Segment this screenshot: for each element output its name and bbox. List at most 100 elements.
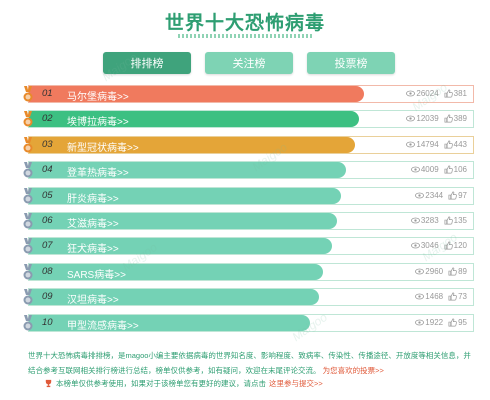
tab-vote[interactable]: 投票榜	[307, 52, 395, 74]
thumbs-up-icon	[444, 241, 453, 250]
item-stats: 3283 135	[410, 215, 467, 225]
virus-name-link[interactable]: 登革热病毒>>	[67, 168, 129, 180]
list-item[interactable]: 04 登革热病毒>> 4009 106	[23, 161, 474, 180]
thumbs-up-icon	[444, 114, 453, 123]
eye-icon	[415, 293, 425, 300]
submit-link[interactable]: 这里参与提交>>	[269, 379, 323, 388]
views-count: 2344	[425, 190, 444, 200]
feedback-text: 本榜单仅供参考使用，如果对于该榜单您有更好的建议，请点击	[56, 379, 266, 388]
medal-icon	[23, 111, 33, 127]
likes-count: 120	[453, 241, 467, 251]
likes-stat[interactable]: 120	[444, 241, 467, 250]
virus-name-link[interactable]: 肝炎病毒>>	[67, 193, 119, 205]
medal-icon	[23, 187, 33, 204]
virus-name-link[interactable]: 甲型流感病毒>>	[67, 320, 139, 332]
likes-stat[interactable]: 95	[448, 318, 467, 327]
likes-count: 106	[453, 165, 467, 175]
virus-name-link[interactable]: 汉坦病毒>>	[67, 295, 119, 307]
likes-count: 95	[458, 317, 467, 327]
rank-number: 07	[42, 240, 53, 252]
ranking-bar	[29, 111, 360, 128]
list-item[interactable]: 09 汉坦病毒>> 1468 73	[23, 288, 474, 307]
medal-icon	[23, 86, 33, 102]
tab-bar: 排排榜 关注榜 投票榜	[103, 52, 395, 74]
rank-number: 02	[42, 113, 53, 125]
eye-icon	[410, 166, 420, 173]
list-item[interactable]: 05 肝炎病毒>> 2344 97	[23, 186, 474, 205]
ranking-bar	[29, 212, 337, 229]
ranking-bar	[29, 162, 346, 179]
ranking-bar	[29, 238, 333, 255]
views-stat: 1468	[415, 292, 443, 301]
likes-count: 73	[458, 292, 467, 302]
ranking-bar	[29, 187, 342, 204]
thumbs-up-icon	[444, 216, 453, 225]
virus-name-link[interactable]: 新型冠状病毒>>	[67, 142, 139, 154]
thumbs-up-icon	[448, 191, 457, 200]
likes-stat[interactable]: 135	[444, 216, 467, 225]
list-item[interactable]: 10 甲型流感病毒>> 1922 95	[23, 313, 474, 332]
views-stat: 2344	[415, 191, 443, 200]
likes-stat[interactable]: 389	[444, 114, 467, 123]
list-item[interactable]: 07 狂犬病毒>> 3046 120	[23, 237, 474, 256]
thumbs-up-icon	[448, 292, 457, 301]
ranking-list: 01 马尔堡病毒>> 26024 381 02 埃博拉病毒>> 12039 389 03 新型冠状…	[23, 85, 474, 339]
virus-name-link[interactable]: 马尔堡病毒>>	[67, 92, 129, 103]
ranking-bar	[29, 289, 319, 306]
eye-icon	[410, 217, 420, 224]
virus-name-link[interactable]: 埃博拉病毒>>	[67, 117, 129, 129]
likes-stat[interactable]: 381	[444, 89, 467, 98]
tab-attention[interactable]: 关注榜	[205, 52, 293, 74]
rank-number: 10	[42, 316, 53, 328]
likes-stat[interactable]: 73	[448, 292, 467, 301]
rank-number: 05	[42, 189, 53, 201]
views-stat: 3046	[410, 241, 439, 251]
views-stat: 4009	[410, 165, 439, 174]
trophy-icon	[45, 379, 52, 388]
views-count: 2960	[425, 266, 444, 276]
medal-icon	[23, 263, 33, 280]
views-count: 1922	[425, 317, 444, 327]
list-item[interactable]: 08 SARS病毒>> 2960 89	[23, 262, 474, 281]
title-underline	[178, 34, 312, 38]
eye-icon	[406, 141, 416, 148]
virus-name-link[interactable]: 艾滋病毒>>	[67, 218, 119, 230]
tab-ranking[interactable]: 排排榜	[103, 52, 191, 74]
likes-stat[interactable]: 443	[444, 140, 467, 149]
vote-link[interactable]: 为您喜欢的投票>>	[322, 366, 384, 375]
likes-count: 89	[458, 266, 467, 276]
item-stats: 1922 95	[415, 318, 467, 327]
views-count: 14794	[416, 139, 439, 149]
thumbs-up-icon	[448, 318, 457, 326]
list-item[interactable]: 01 马尔堡病毒>> 26024 381	[23, 85, 474, 103]
page-title: 世界十大恐怖病毒	[164, 13, 325, 34]
ranking-bar	[29, 263, 324, 280]
list-item[interactable]: 02 埃博拉病毒>> 12039 389	[23, 110, 474, 129]
views-count: 3046	[420, 241, 439, 251]
medal-icon	[23, 314, 33, 331]
views-stat: 3283	[410, 215, 439, 225]
virus-name-link[interactable]: 狂犬病毒>>	[67, 244, 119, 256]
views-count: 12039	[416, 114, 439, 124]
thumbs-up-icon	[444, 165, 453, 174]
rank-number: 09	[42, 291, 53, 303]
list-item[interactable]: 03 新型冠状病毒>> 14794 443	[23, 135, 474, 154]
item-stats: 3046 120	[410, 241, 467, 251]
item-stats: 14794 443	[406, 140, 467, 149]
views-stat: 12039	[406, 114, 439, 124]
eye-icon	[415, 192, 425, 198]
likes-stat[interactable]: 89	[448, 267, 467, 276]
likes-count: 389	[453, 114, 467, 124]
views-count: 3283	[420, 215, 439, 225]
ranking-bar	[29, 314, 310, 331]
ranking-bar	[29, 136, 355, 153]
likes-stat[interactable]: 97	[448, 191, 467, 200]
virus-name-link[interactable]: SARS病毒>>	[67, 269, 126, 281]
views-stat: 14794	[406, 139, 439, 149]
item-stats: 26024 381	[406, 89, 467, 98]
medal-icon	[23, 136, 33, 153]
list-item[interactable]: 06 艾滋病毒>> 3283 135	[23, 211, 474, 230]
eye-icon	[406, 115, 416, 122]
rank-number: 08	[42, 265, 53, 277]
likes-stat[interactable]: 106	[444, 165, 467, 174]
